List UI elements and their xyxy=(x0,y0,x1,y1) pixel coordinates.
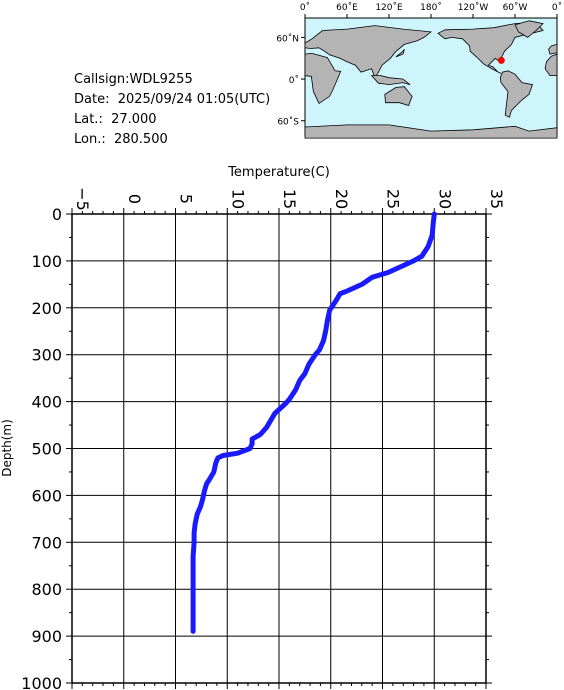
temperature-profile-line xyxy=(190,211,437,634)
y-tick-label: 1000 xyxy=(21,674,62,690)
y-tick-label: 600 xyxy=(31,486,62,505)
y-tick-label: 800 xyxy=(31,580,62,599)
callsign-text: Callsign:WDL9255 xyxy=(74,72,193,87)
y-tick-label: 100 xyxy=(31,252,62,271)
map-lat-label: 0˚ xyxy=(289,75,299,86)
x-tick-label: 15 xyxy=(280,189,299,209)
y-tick-label: 900 xyxy=(31,627,62,646)
map-lon-label: 0˚ xyxy=(300,2,310,13)
map-lon-label: 60˚E xyxy=(336,2,358,13)
japan-landmass xyxy=(395,48,405,58)
x-tick-label: 25 xyxy=(384,189,403,209)
latitude-text: Lat.: 27.000 xyxy=(74,112,157,127)
south-america-landmass xyxy=(499,70,534,118)
station-marker xyxy=(497,56,505,64)
map-lat-label: 60˚S xyxy=(277,117,299,128)
y-tick-label: 0 xyxy=(52,205,62,224)
y-tick-label: 500 xyxy=(31,440,62,459)
x-axis-label: Temperature(C) xyxy=(227,165,330,180)
north-america-landmass xyxy=(437,21,544,74)
x-tick-label: 0 xyxy=(125,194,144,204)
x-tick-label: 35 xyxy=(487,189,506,209)
map-lat-label: 60˚N xyxy=(276,33,299,44)
map-gridlines xyxy=(301,14,558,122)
map-land xyxy=(304,20,558,139)
map-lon-label: 60˚W xyxy=(503,2,528,13)
map-latitude-labels: 60˚N 0˚ 60˚S xyxy=(276,33,299,127)
map-lon-label: 0˚ xyxy=(552,2,562,13)
eurasia-west-landmass xyxy=(548,43,558,55)
map-lon-label: 180˚ xyxy=(420,2,442,13)
africa-landmass xyxy=(304,52,342,104)
map-lon-label: 120˚E xyxy=(375,2,403,13)
greenland-landmass xyxy=(514,20,544,38)
map-longitude-labels: 0˚ 60˚E 120˚E 180˚ 120˚W 60˚W 0˚ xyxy=(300,2,562,13)
location-map: 0˚ 60˚E 120˚E 180˚ 120˚W 60˚W 0˚ 60˚N 0˚ 60˚S xyxy=(276,2,562,139)
x-tick-label: 10 xyxy=(228,189,247,209)
station-info: Callsign:WDL9255 Date: 2025/09/24 01:05(… xyxy=(74,70,270,150)
x-tick-label: −5 xyxy=(73,187,92,211)
y-tick-label: 400 xyxy=(31,393,62,412)
y-tick-labels: 0 100 200 300 400 500 600 700 800 900 1000 xyxy=(21,205,62,690)
australia-landmass xyxy=(384,86,413,106)
x-tick-labels: −5 0 5 10 15 20 25 30 35 xyxy=(73,187,506,211)
y-axis-label: Depth(m) xyxy=(0,419,14,477)
map-lon-label: 120˚W xyxy=(458,2,489,13)
y-tick-label: 200 xyxy=(31,299,62,318)
x-tick-label: 30 xyxy=(435,189,454,209)
x-tick-label: 5 xyxy=(177,194,196,204)
eurasia-landmass xyxy=(304,25,433,79)
chart-grid xyxy=(72,214,486,683)
axis-ticks xyxy=(66,208,492,689)
indonesia-landmass xyxy=(370,75,411,86)
y-tick-label: 700 xyxy=(31,533,62,552)
date-text: Date: 2025/09/24 01:05(UTC) xyxy=(74,92,271,107)
africa-west-landmass xyxy=(544,53,558,76)
y-tick-label: 300 xyxy=(31,346,62,365)
x-tick-label: 20 xyxy=(332,189,351,209)
antarctica-landmass xyxy=(304,124,558,139)
longitude-text: Lon.: 280.500 xyxy=(74,132,168,147)
